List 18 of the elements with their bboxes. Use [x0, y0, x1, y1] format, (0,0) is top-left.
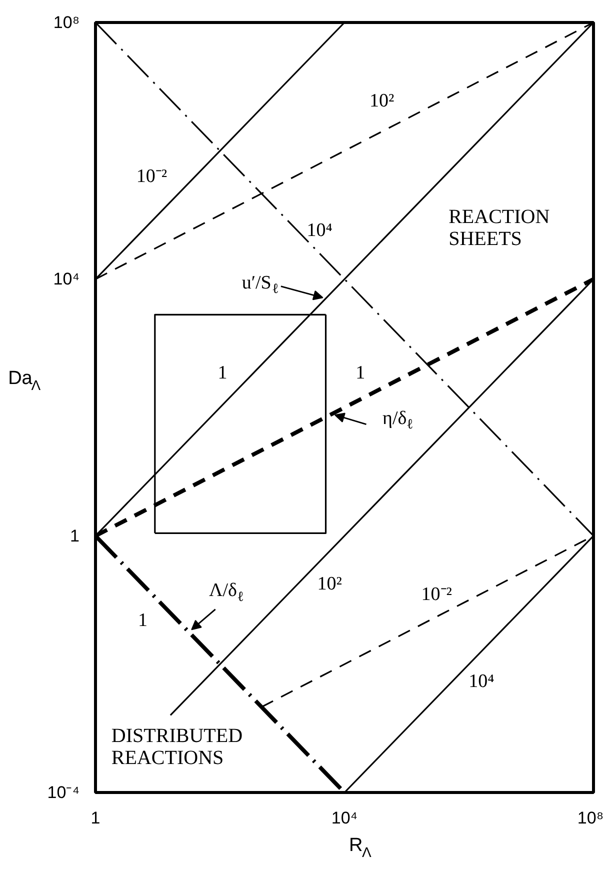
y-tick-label: 10⁸ — [53, 13, 80, 32]
annotation: 1 — [356, 362, 366, 384]
annotation: 10⁴ — [468, 671, 495, 692]
annotation: 10² — [317, 573, 342, 594]
annotation: 1 — [138, 610, 148, 631]
y-tick-label: 10⁴ — [53, 270, 80, 289]
annotation: DISTRIBUTED REACTIONS — [111, 725, 243, 770]
annotation: 1 — [218, 362, 228, 384]
x-tick-label: 1 — [90, 808, 100, 828]
y-tick-label: 1 — [70, 526, 80, 546]
annotation: 10⁻² — [421, 584, 452, 606]
x-tick-label: 10⁸ — [577, 808, 603, 828]
annotation: REACTION SHEETS — [448, 206, 550, 250]
x-tick-label: 10⁴ — [331, 808, 358, 828]
y-tick-label: 10⁻⁴ — [47, 783, 80, 802]
annotation: 10² — [370, 90, 394, 112]
annotation: 10⁻² — [136, 166, 168, 187]
annotation: 10⁴ — [306, 220, 333, 241]
